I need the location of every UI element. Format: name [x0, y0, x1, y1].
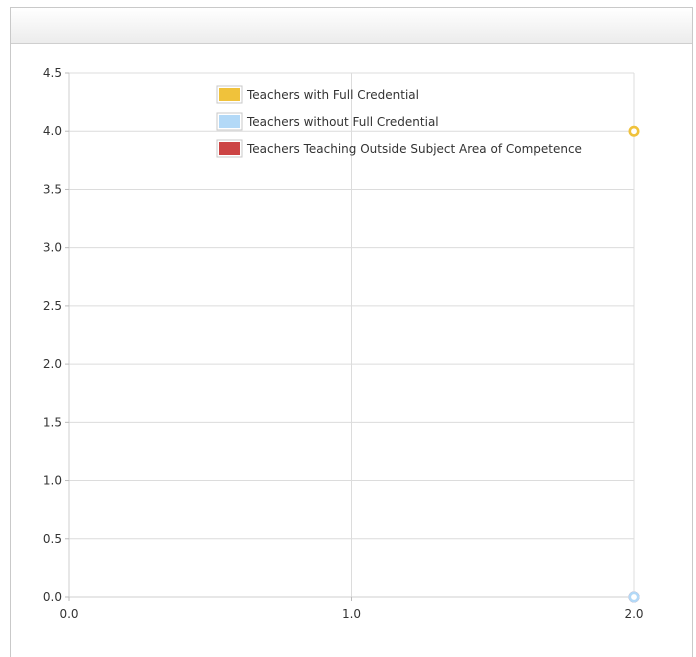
y-tick-label: 1.5	[43, 415, 62, 429]
x-tick-label: 0.0	[59, 607, 78, 621]
y-tick-label: 0.0	[43, 590, 62, 604]
y-tick-label: 1.0	[43, 474, 62, 488]
y-axis-ticks: 0.0 0.5 1.0 1.5 2.0 2.5 3.0 3.5 4.0 4.5	[43, 66, 62, 604]
y-tick-label: 3.5	[43, 182, 62, 196]
legend-label: Teachers without Full Credential	[246, 115, 439, 129]
chart-points	[628, 125, 640, 603]
legend-swatch	[219, 142, 240, 155]
legend-label: Teachers with Full Credential	[246, 88, 419, 102]
data-point[interactable]	[628, 591, 640, 603]
x-tick-label: 1.0	[342, 607, 361, 621]
legend-label: Teachers Teaching Outside Subject Area o…	[246, 142, 582, 156]
y-tick-label: 4.5	[43, 66, 62, 80]
y-tick-label: 3.0	[43, 241, 62, 255]
y-tick-label: 2.5	[43, 299, 62, 313]
legend-swatch	[219, 88, 240, 101]
panel-header	[11, 8, 692, 44]
y-tick-label: 2.0	[43, 357, 62, 371]
data-point[interactable]	[628, 125, 640, 137]
y-tick-label: 0.5	[43, 532, 62, 546]
x-tick-label: 2.0	[624, 607, 643, 621]
legend-swatch	[219, 115, 240, 128]
y-tick-label: 4.0	[43, 124, 62, 138]
x-axis-ticks: 0.0 1.0 2.0	[59, 607, 643, 621]
chart-grid	[65, 72, 635, 601]
chart-legend: Teachers with Full Credential Teachers wi…	[216, 85, 582, 158]
